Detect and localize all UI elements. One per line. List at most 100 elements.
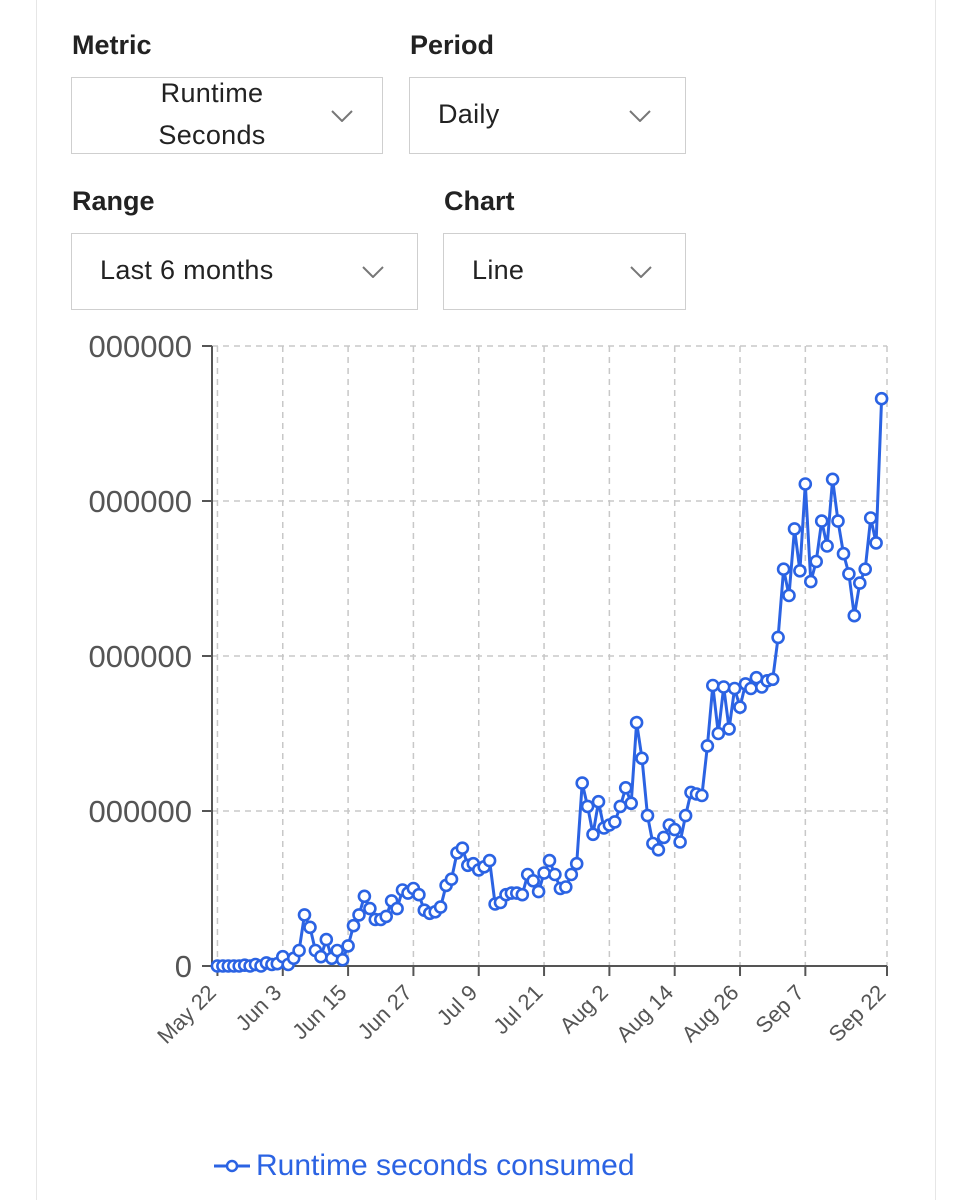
range-select-value: Last 6 months bbox=[100, 255, 274, 285]
x-tick-label: Jul 21 bbox=[488, 980, 547, 1039]
data-point bbox=[586, 827, 600, 842]
data-point bbox=[635, 751, 649, 766]
x-tick-label: Jun 3 bbox=[231, 980, 287, 1036]
data-point bbox=[869, 536, 883, 550]
data-point bbox=[673, 835, 687, 849]
legend-line-circle-icon bbox=[214, 1159, 250, 1173]
data-point bbox=[825, 472, 840, 487]
data-point bbox=[798, 477, 813, 491]
data-point bbox=[531, 884, 546, 899]
chart-type-select-value: Line bbox=[472, 255, 525, 285]
range-select[interactable]: Last 6 months bbox=[71, 233, 418, 310]
data-point bbox=[341, 939, 355, 953]
data-point bbox=[782, 588, 796, 603]
data-point bbox=[776, 562, 791, 577]
data-point bbox=[793, 563, 807, 578]
data-point bbox=[771, 630, 785, 645]
data-point bbox=[744, 681, 758, 696]
data-point bbox=[335, 952, 350, 967]
data-point bbox=[558, 880, 573, 894]
data-point bbox=[390, 901, 404, 916]
data-point bbox=[618, 780, 633, 795]
data-point bbox=[379, 909, 394, 924]
data-point bbox=[303, 920, 317, 935]
y-tick-label: 000000 bbox=[89, 484, 192, 519]
y-tick-label: 0 bbox=[175, 949, 192, 984]
data-point bbox=[292, 943, 306, 958]
metric-select[interactable]: Runtime Seconds bbox=[71, 77, 383, 154]
data-point bbox=[526, 873, 541, 888]
data-point bbox=[727, 681, 742, 696]
x-tick-label: Jul 9 bbox=[432, 980, 483, 1031]
data-point bbox=[651, 842, 666, 857]
period-select[interactable]: Daily bbox=[409, 77, 686, 154]
data-point bbox=[831, 514, 845, 528]
data-point bbox=[820, 539, 834, 553]
x-tick-label: Sep 7 bbox=[751, 980, 809, 1038]
metric-select-value-line2: Seconds bbox=[158, 120, 266, 150]
chevron-down-icon bbox=[630, 266, 652, 278]
data-point bbox=[667, 822, 682, 837]
x-tick-label: Sep 22 bbox=[824, 980, 891, 1047]
data-point bbox=[733, 700, 747, 715]
data-point bbox=[297, 908, 312, 922]
data-point bbox=[656, 830, 671, 845]
data-point bbox=[613, 799, 628, 814]
data-point bbox=[858, 562, 873, 577]
data-point bbox=[346, 918, 361, 933]
data-point bbox=[847, 608, 862, 623]
x-tick-label: May 22 bbox=[152, 980, 221, 1049]
data-point bbox=[314, 949, 328, 964]
data-point bbox=[874, 391, 889, 406]
series-line bbox=[217, 398, 884, 968]
data-point bbox=[433, 900, 448, 914]
data-point bbox=[836, 546, 851, 561]
data-point bbox=[357, 889, 372, 904]
x-tick-label: Aug 14 bbox=[611, 980, 678, 1047]
metric-label: Metric bbox=[72, 30, 152, 60]
data-point bbox=[705, 678, 720, 693]
data-point bbox=[842, 567, 856, 581]
data-point bbox=[607, 815, 622, 829]
data-point bbox=[624, 796, 639, 811]
period-label: Period bbox=[410, 30, 495, 60]
chevron-down-icon bbox=[629, 110, 651, 122]
data-point bbox=[455, 841, 470, 856]
data-point bbox=[352, 908, 366, 922]
data-point bbox=[629, 715, 644, 730]
chevron-down-icon bbox=[331, 110, 353, 122]
x-tick-label: Aug 2 bbox=[555, 980, 613, 1038]
data-point bbox=[575, 776, 590, 790]
data-point bbox=[787, 522, 802, 536]
data-point bbox=[809, 554, 824, 569]
data-point bbox=[363, 901, 377, 916]
data-point bbox=[722, 722, 736, 736]
legend-label: Runtime seconds consumed bbox=[256, 1149, 635, 1182]
data-point bbox=[640, 808, 655, 823]
range-label: Range bbox=[72, 186, 155, 216]
data-point bbox=[863, 511, 878, 525]
data-point bbox=[515, 887, 530, 902]
data-point bbox=[444, 872, 459, 887]
data-point bbox=[564, 867, 579, 882]
x-tick-label: Jun 27 bbox=[353, 980, 417, 1044]
data-point bbox=[695, 788, 709, 803]
y-tick-label: 000000 bbox=[89, 794, 192, 829]
data-point bbox=[852, 576, 867, 590]
data-point bbox=[537, 866, 551, 880]
y-tick-label: 000000 bbox=[89, 639, 192, 674]
period-select-value: Daily bbox=[438, 99, 500, 129]
data-point bbox=[814, 514, 829, 528]
chevron-down-icon bbox=[362, 266, 384, 278]
chart-legend[interactable]: Runtime seconds consumed bbox=[214, 1148, 635, 1184]
data-point bbox=[548, 867, 562, 882]
data-point bbox=[711, 726, 726, 741]
data-point bbox=[716, 680, 731, 694]
data-point bbox=[765, 672, 780, 687]
metric-select-value-line1: Runtime bbox=[160, 78, 264, 108]
chart-type-select[interactable]: Line bbox=[443, 233, 686, 310]
data-point bbox=[803, 574, 818, 589]
data-point bbox=[700, 739, 715, 753]
data-point bbox=[319, 932, 334, 947]
